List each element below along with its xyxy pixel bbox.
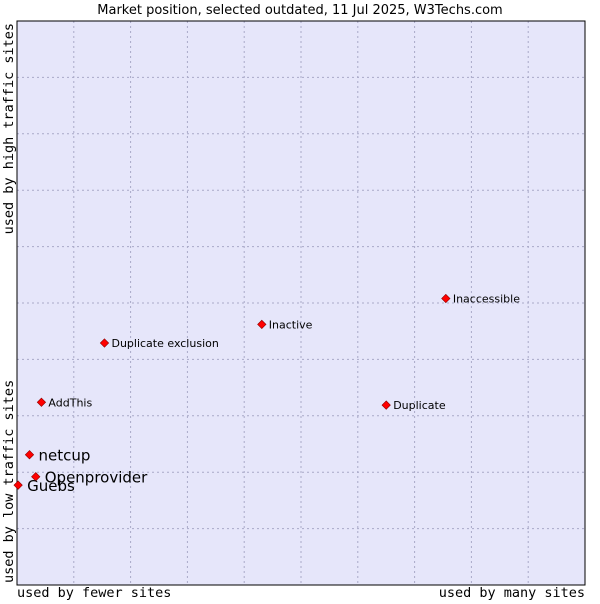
data-point-marker bbox=[13, 480, 23, 490]
data-point: Duplicate exclusion bbox=[99, 337, 219, 350]
data-point-marker bbox=[36, 397, 47, 407]
data-point-label: Duplicate bbox=[393, 399, 446, 412]
data-point-marker bbox=[24, 450, 35, 460]
data-points: Inaccessible Inactive Duplicate exclusion A… bbox=[13, 292, 520, 495]
data-point-label: netcup bbox=[38, 447, 90, 465]
data-point-marker bbox=[99, 338, 110, 348]
y-axis-label-top: used by high traffic sites bbox=[1, 23, 17, 234]
data-point: Inactive bbox=[257, 318, 313, 331]
data-point-label: Openprovider bbox=[45, 469, 148, 487]
data-point-marker bbox=[381, 400, 391, 410]
data-point-label: AddThis bbox=[48, 396, 92, 409]
data-point-label: Inactive bbox=[269, 318, 313, 331]
data-point-marker bbox=[31, 472, 41, 482]
plot-border bbox=[16, 20, 586, 586]
data-point-label: Duplicate exclusion bbox=[111, 337, 218, 350]
x-axis-label-right: used by many sites bbox=[439, 585, 585, 600]
data-point: AddThis bbox=[36, 396, 92, 409]
data-point: netcup bbox=[24, 447, 90, 465]
data-point-marker bbox=[441, 293, 451, 304]
x-axis-label-left: used by fewer sites bbox=[17, 585, 171, 600]
y-axis-label-bottom: used by low traffic sites bbox=[1, 380, 17, 583]
data-point: Openprovider bbox=[31, 469, 148, 487]
data-point-label: Inaccessible bbox=[453, 292, 520, 305]
data-point: Inaccessible bbox=[441, 292, 520, 305]
data-point: Duplicate bbox=[381, 399, 446, 412]
data-point-label: Guebs bbox=[27, 477, 75, 495]
grid-lines bbox=[17, 21, 585, 585]
data-point-marker bbox=[257, 319, 267, 330]
chart-title: Market position, selected outdated, 11 J… bbox=[97, 3, 502, 18]
data-point: Guebs bbox=[13, 477, 75, 495]
